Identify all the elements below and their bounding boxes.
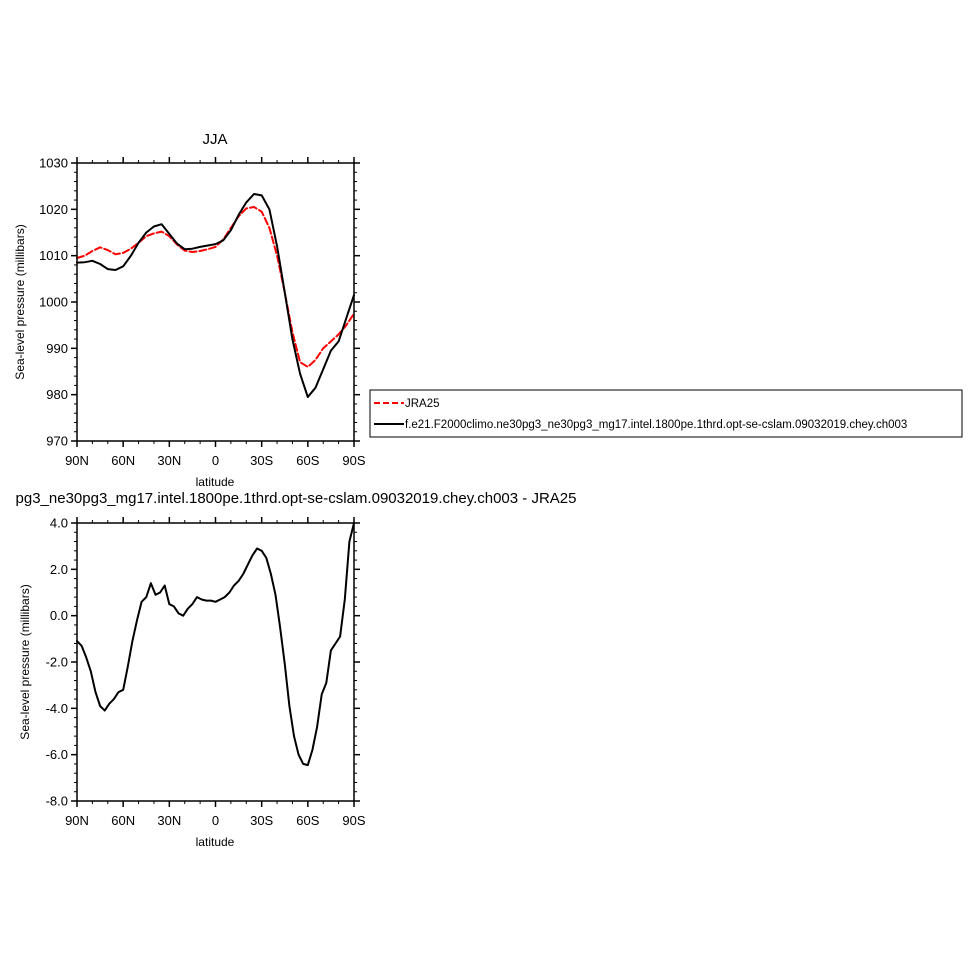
y-tick-label: 2.0 bbox=[50, 562, 68, 577]
bottom-plot-frame bbox=[76, 522, 355, 802]
x-tick-label: 30S bbox=[250, 453, 273, 468]
x-tick-label: 60S bbox=[296, 813, 319, 828]
x-tick-label: 30N bbox=[157, 453, 181, 468]
x-tick-label: 60S bbox=[296, 453, 319, 468]
y-tick-label: -6.0 bbox=[46, 747, 68, 762]
y-tick-label: 980 bbox=[46, 387, 68, 402]
series-line-difference bbox=[76, 522, 355, 767]
x-tick-label: 0 bbox=[212, 813, 219, 828]
bottom-series-group bbox=[76, 522, 355, 767]
x-axis-label: latitude bbox=[196, 475, 235, 489]
top-x-tick-labels: 90N 60N 30N 0 30S 60S 90S bbox=[65, 453, 366, 468]
top-series-group bbox=[76, 193, 355, 398]
y-tick-label: 0.0 bbox=[50, 608, 68, 623]
y-tick-label: 1030 bbox=[39, 156, 68, 171]
y-tick-label: 1010 bbox=[39, 248, 68, 263]
x-tick-label: 90S bbox=[342, 453, 365, 468]
x-tick-label: 90N bbox=[65, 453, 89, 468]
y-tick-label: 990 bbox=[46, 341, 68, 356]
chart-title: JJA bbox=[202, 131, 227, 148]
top-y-tick-labels: 970 980 990 1000 1010 1020 1030 bbox=[39, 156, 68, 449]
legend-label-model: f.e21.F2000climo.ne30pg3_ne30pg3_mg17.in… bbox=[405, 419, 907, 431]
legend-box bbox=[369, 389, 963, 438]
y-tick-label: -2.0 bbox=[46, 655, 68, 670]
x-tick-label: 30S bbox=[250, 813, 273, 828]
y-tick-label: 1000 bbox=[39, 295, 68, 310]
top-plot-frame bbox=[76, 162, 355, 442]
difference-chart-title: pg3_ne30pg3_mg17.intel.1800pe.1thrd.opt-… bbox=[16, 490, 577, 507]
y-tick-label: 4.0 bbox=[50, 516, 68, 531]
series-line-model bbox=[76, 193, 355, 398]
sea-level-pressure-panel: JJA 970 980 990 1000 1010 1020 1030 90N 60N 30N 0… bbox=[13, 131, 366, 489]
bottom-y-tick-labels: -8.0 -6.0 -4.0 -2.0 0.0 2.0 4.0 bbox=[46, 516, 68, 809]
x-tick-label: 0 bbox=[212, 453, 219, 468]
x-tick-label: 30N bbox=[157, 813, 181, 828]
bottom-x-tick-labels: 90N 60N 30N 0 30S 60S 90S bbox=[65, 813, 366, 828]
x-tick-label: 60N bbox=[111, 453, 135, 468]
difference-x-axis-label: latitude bbox=[196, 835, 235, 849]
difference-y-axis-label: Sea-level pressure (millibars) bbox=[18, 584, 32, 739]
bottom-axis-ticks bbox=[71, 517, 360, 807]
x-tick-label: 60N bbox=[111, 813, 135, 828]
y-tick-label: -4.0 bbox=[46, 701, 68, 716]
difference-panel: pg3_ne30pg3_mg17.intel.1800pe.1thrd.opt-… bbox=[16, 490, 577, 849]
legend: JRA25 f.e21.F2000climo.ne30pg3_ne30pg3_m… bbox=[369, 389, 963, 438]
y-axis-label: Sea-level pressure (millibars) bbox=[13, 224, 27, 379]
x-tick-label: 90N bbox=[65, 813, 89, 828]
legend-label-jra25: JRA25 bbox=[405, 398, 440, 410]
y-tick-label: 1020 bbox=[39, 202, 68, 217]
x-tick-label: 90S bbox=[342, 813, 365, 828]
top-axis-ticks bbox=[71, 157, 360, 447]
y-tick-label: -8.0 bbox=[46, 794, 68, 809]
y-tick-label: 970 bbox=[46, 434, 68, 449]
series-line-jra25 bbox=[76, 206, 355, 368]
